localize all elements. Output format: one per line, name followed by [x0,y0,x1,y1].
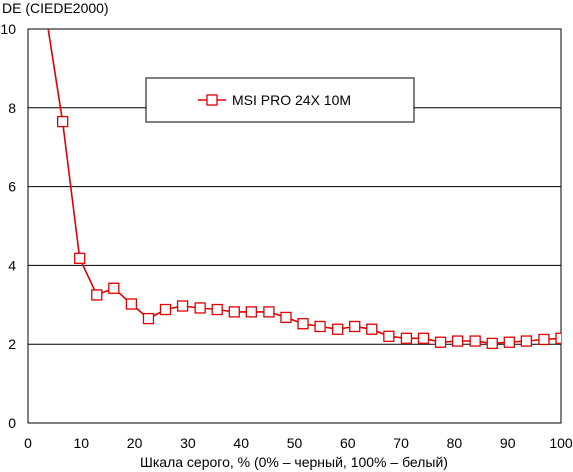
data-point-marker [176,300,189,312]
data-point-marker [451,335,464,347]
y-tick-label-6: 6 [8,179,16,195]
data-point-marker [555,332,561,344]
legend-series-label: MSI PRO 24X 10M [232,92,351,108]
data-point-marker [400,332,413,344]
y-axis-title: DE (CIEDE2000) [2,0,109,16]
data-point-marker [366,323,378,335]
data-point-marker [349,320,361,333]
data-point-marker [383,330,395,342]
x-tick-label-70: 70 [393,435,409,451]
x-tick-label-60: 60 [340,435,356,451]
x-tick-label-30: 30 [180,435,196,451]
data-point-marker [56,115,69,128]
data-point-marker [74,252,86,264]
y-tick-label-0: 0 [8,415,16,431]
data-point-marker [159,303,172,316]
legend-marker-sample [206,94,218,106]
data-point-marker [314,320,326,333]
series-line-0 [47,29,561,345]
series-group [47,29,561,350]
x-tick-label-20: 20 [127,435,143,451]
x-axis-tick-labels: 0 10 20 30 40 50 60 70 80 90 100 [24,435,573,451]
x-tick-label-40: 40 [233,435,249,451]
data-point-marker [245,306,257,318]
y-tick-label-10: 10 [0,21,16,37]
data-point-marker [228,306,240,318]
x-tick-label-50: 50 [287,435,303,451]
x-axis-title: Шкала серого, % (0% – черный, 100% – бел… [140,454,448,470]
x-tick-label-90: 90 [500,435,516,451]
data-point-marker [91,289,103,301]
x-tick-label-80: 80 [447,435,463,451]
y-axis-tick-labels: 0 2 4 6 8 10 [0,21,16,431]
data-point-marker [332,323,344,335]
data-point-marker [125,298,138,310]
data-point-marker [211,303,223,316]
x-tick-label-10: 10 [74,435,90,451]
y-tick-label-8: 8 [8,100,16,116]
x-tick-label-100: 100 [549,435,573,451]
y-tick-label-2: 2 [8,336,16,352]
plot-area-frame [27,28,562,424]
legend-box [145,77,415,123]
y-tick-label-4: 4 [8,257,16,273]
data-point-marker [417,332,430,344]
data-point-marker [263,306,275,318]
data-point-marker [194,302,206,314]
data-point-marker [486,337,498,350]
gridlines [28,107,561,345]
data-point-marker [297,318,309,330]
data-point-marker [538,333,550,346]
data-point-marker [469,335,481,347]
legend: MSI PRO 24X 10M [145,77,415,123]
data-point-marker [434,336,447,348]
data-point-marker [520,335,533,347]
data-point-marker [503,336,515,348]
data-point-marker [280,311,292,324]
x-tick-label-0: 0 [24,435,32,451]
data-point-marker [108,282,120,294]
data-point-marker [142,312,155,325]
